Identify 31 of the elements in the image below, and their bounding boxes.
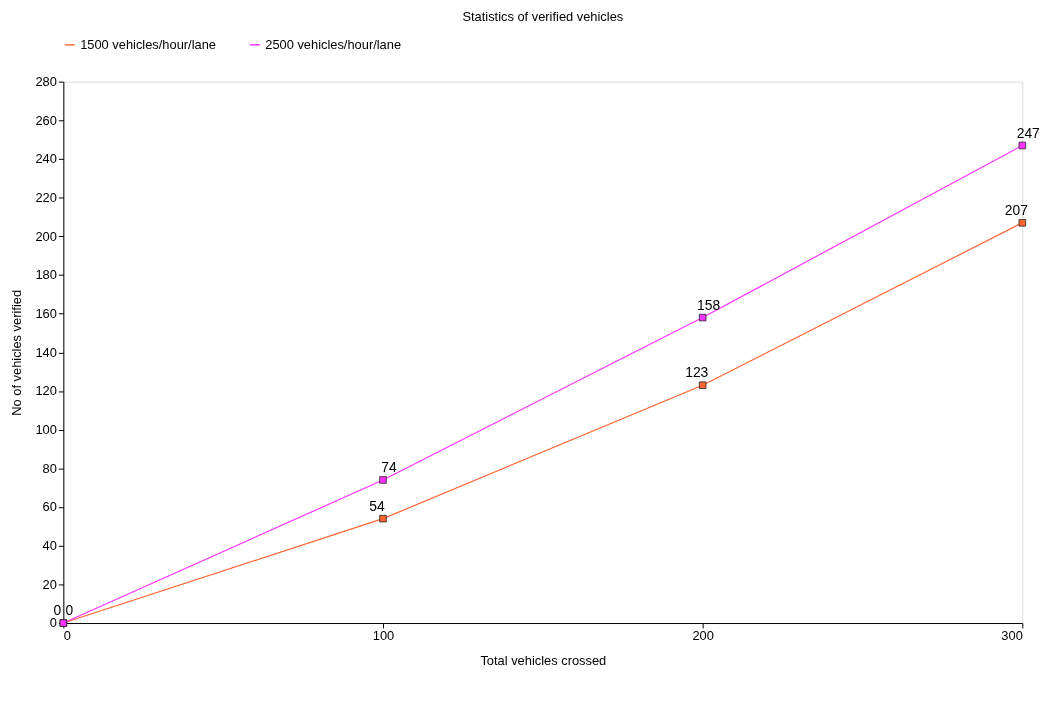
- x-tick-label: 100: [372, 628, 395, 644]
- y-tick-label: 0: [49, 615, 57, 631]
- y-axis-title: No of vehicles verified: [8, 289, 24, 416]
- legend-label: 1500 vehicles/hour/lane: [80, 36, 217, 52]
- x-tick-label: 300: [1001, 628, 1023, 644]
- y-tick-label: 100: [35, 422, 57, 438]
- data-label: 158: [697, 296, 721, 313]
- y-tick-label: 220: [35, 190, 57, 206]
- data-label: 247: [1016, 124, 1040, 141]
- y-tick-label: 160: [35, 306, 57, 322]
- y-tick-label: 200: [35, 228, 57, 244]
- y-tick-label: 20: [42, 576, 57, 592]
- y-tick-label: 180: [35, 267, 57, 283]
- data-label: 207: [1004, 201, 1028, 218]
- y-tick-label: 260: [35, 112, 57, 128]
- legend-label: 2500 vehicles/hour/lane: [265, 36, 402, 52]
- y-tick-label: 120: [35, 383, 57, 399]
- data-label: 74: [381, 459, 397, 476]
- y-tick-label: 240: [35, 151, 57, 167]
- y-tick-label: 280: [35, 74, 57, 90]
- y-tick-label: 80: [42, 460, 57, 476]
- data-label: 54: [369, 497, 386, 514]
- x-axis-title: Total vehicles crossed: [480, 653, 607, 669]
- y-tick-label: 140: [35, 344, 57, 360]
- y-tick-label: 40: [42, 538, 57, 554]
- y-tick-label: 60: [42, 499, 57, 515]
- x-tick-label: 0: [63, 628, 71, 644]
- chart-title: Statistics of verified vehicles: [462, 9, 624, 25]
- data-label: 0: [65, 602, 74, 619]
- x-tick-label: 200: [692, 628, 714, 644]
- data-label: 123: [685, 364, 709, 381]
